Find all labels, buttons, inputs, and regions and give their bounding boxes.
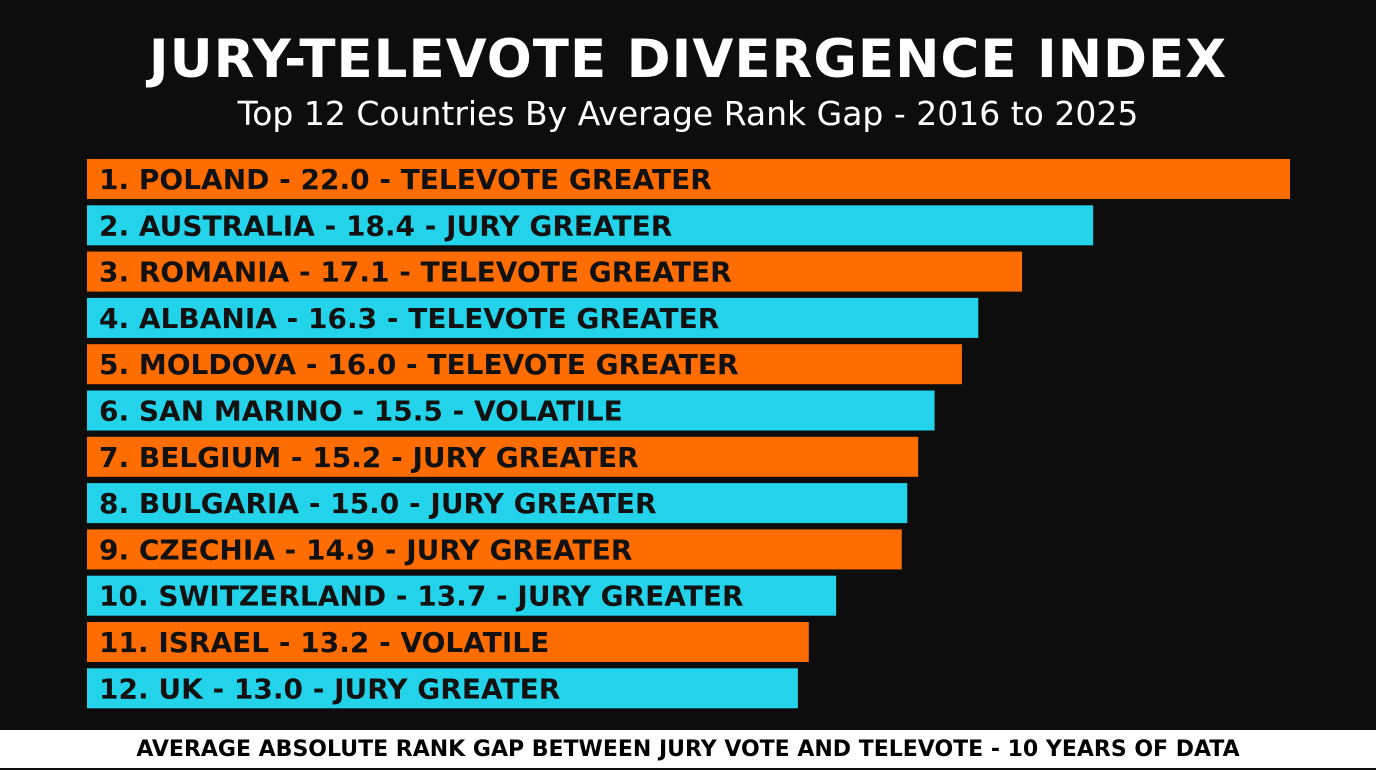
bar-label: 2. AUSTRALIA - 18.4 - JURY GREATER (99, 209, 672, 242)
bar-row: 9. CZECHIA - 14.9 - JURY GREATER (87, 529, 902, 570)
chart-subtitle: Top 12 Countries By Average Rank Gap - 2… (237, 94, 1139, 133)
bar (87, 483, 908, 524)
bar-label: 5. MOLDOVA - 16.0 - TELEVOTE GREATER (99, 348, 739, 381)
bar (87, 344, 962, 385)
bar-label: 9. CZECHIA - 14.9 - JURY GREATER (99, 533, 632, 566)
bar-label: 12. UK - 13.0 - JURY GREATER (99, 672, 560, 705)
bar-label: 8. BULGARIA - 15.0 - JURY GREATER (99, 487, 657, 520)
bar-row: 4. ALBANIA - 16.3 - TELEVOTE GREATER (87, 297, 979, 338)
bar (87, 159, 1290, 199)
bar-row: 6. SAN MARINO - 15.5 - VOLATILE (87, 390, 935, 431)
bar (87, 436, 919, 477)
bar-row: 10. SWITZERLAND - 13.7 - JURY GREATER (87, 575, 837, 616)
bar (87, 251, 1023, 292)
bar-label: 11. ISRAEL - 13.2 - VOLATILE (99, 626, 549, 659)
bar-row: 5. MOLDOVA - 16.0 - TELEVOTE GREATER (87, 344, 962, 385)
bar-row: 12. UK - 13.0 - JURY GREATER (87, 668, 798, 709)
footer-caption: AVERAGE ABSOLUTE RANK GAP BETWEEN JURY V… (0, 730, 1376, 768)
bar (87, 622, 809, 662)
bar (87, 297, 979, 338)
chart-title: JURY-TELEVOTE DIVERGENCE INDEX (148, 29, 1228, 90)
bar-label: 7. BELGIUM - 15.2 - JURY GREATER (99, 441, 639, 474)
bar (87, 529, 902, 570)
bar-label: 4. ALBANIA - 16.3 - TELEVOTE GREATER (99, 302, 719, 335)
bar-row: 2. AUSTRALIA - 18.4 - JURY GREATER (87, 205, 1094, 246)
bar-label: 10. SWITZERLAND - 13.7 - JURY GREATER (99, 580, 744, 613)
bar (87, 668, 798, 709)
bar-row: 7. BELGIUM - 15.2 - JURY GREATER (87, 436, 919, 477)
bar-label: 1. POLAND - 22.0 - TELEVOTE GREATER (99, 163, 712, 196)
bar (87, 575, 837, 616)
bar-row: 11. ISRAEL - 13.2 - VOLATILE (87, 622, 809, 662)
bar (87, 205, 1094, 246)
bar-row: 1. POLAND - 22.0 - TELEVOTE GREATER (87, 159, 1290, 199)
bar-row: 8. BULGARIA - 15.0 - JURY GREATER (87, 483, 908, 524)
bar-row: 3. ROMANIA - 17.1 - TELEVOTE GREATER (87, 251, 1023, 292)
bar-label: 6. SAN MARINO - 15.5 - VOLATILE (99, 395, 623, 428)
bar-label: 3. ROMANIA - 17.1 - TELEVOTE GREATER (99, 256, 732, 289)
bar (87, 390, 935, 431)
